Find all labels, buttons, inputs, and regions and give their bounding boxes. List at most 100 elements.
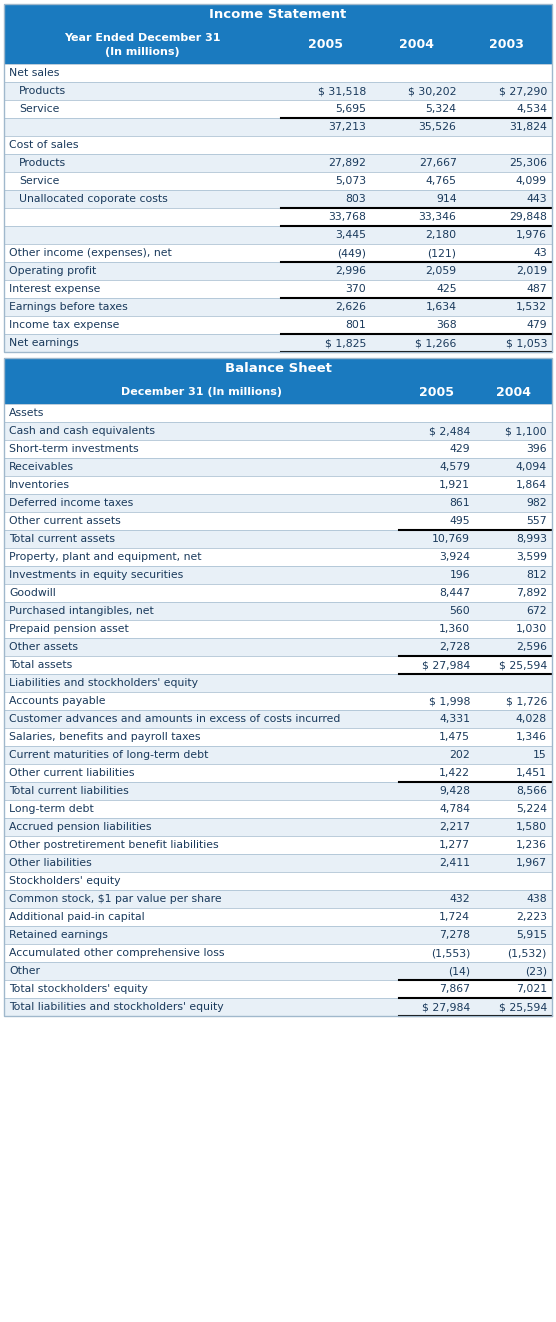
Text: Net sales: Net sales (9, 67, 59, 78)
Bar (4, 980, 552, 998)
Bar (4, 118, 552, 136)
Text: 4,534: 4,534 (516, 104, 547, 114)
Text: Other assets: Other assets (9, 642, 78, 652)
Text: 982: 982 (527, 498, 547, 508)
Text: December 31 (In millions): December 31 (In millions) (121, 387, 282, 397)
Text: $ 1,053: $ 1,053 (505, 338, 547, 348)
Bar (4, 530, 552, 549)
Text: 560: 560 (450, 605, 470, 616)
Bar (4, 245, 552, 262)
Text: $ 1,825: $ 1,825 (325, 338, 366, 348)
Text: 25,306: 25,306 (509, 159, 547, 168)
Bar (4, 153, 552, 172)
Bar (4, 316, 552, 334)
Bar (4, 998, 552, 1017)
Text: Customer advances and amounts in excess of costs incurred: Customer advances and amounts in excess … (9, 714, 340, 724)
Text: 1,346: 1,346 (516, 732, 547, 742)
Text: 7,278: 7,278 (439, 929, 470, 940)
Text: $ 27,984: $ 27,984 (422, 1002, 470, 1013)
Bar (4, 783, 552, 800)
Text: Current maturities of long-term debt: Current maturities of long-term debt (9, 750, 208, 760)
Text: 861: 861 (450, 498, 470, 508)
Text: Other liabilities: Other liabilities (9, 858, 92, 869)
Text: 914: 914 (436, 194, 456, 204)
Text: 443: 443 (527, 194, 547, 204)
Text: Other current liabilities: Other current liabilities (9, 768, 135, 779)
Bar (4, 457, 552, 476)
Text: Service: Service (19, 104, 59, 114)
Bar (4, 262, 552, 280)
Text: Products: Products (19, 86, 66, 97)
Text: (14): (14) (448, 966, 470, 976)
Text: (121): (121) (428, 249, 456, 258)
Text: 487: 487 (527, 284, 547, 293)
Text: 429: 429 (450, 444, 470, 453)
Text: 438: 438 (527, 894, 547, 904)
Text: 4,028: 4,028 (516, 714, 547, 724)
Text: 1,976: 1,976 (516, 230, 547, 241)
Text: 396: 396 (527, 444, 547, 453)
Text: 4,765: 4,765 (425, 176, 456, 186)
Text: Income Statement: Income Statement (210, 8, 346, 21)
Text: 5,324: 5,324 (425, 104, 456, 114)
Text: Net earnings: Net earnings (9, 338, 79, 348)
Text: 2005: 2005 (309, 38, 344, 52)
Bar (4, 172, 552, 190)
Text: Cash and cash equivalents: Cash and cash equivalents (9, 426, 155, 436)
Text: Unallocated coporate costs: Unallocated coporate costs (19, 194, 168, 204)
Text: 479: 479 (527, 320, 547, 330)
Bar (4, 226, 552, 245)
Text: Cost of sales: Cost of sales (9, 140, 78, 149)
Bar (4, 908, 552, 925)
Text: Salaries, benefits and payroll taxes: Salaries, benefits and payroll taxes (9, 732, 201, 742)
Text: 2,596: 2,596 (516, 642, 547, 652)
Text: $ 1,726: $ 1,726 (505, 695, 547, 706)
Text: Short-term investments: Short-term investments (9, 444, 138, 453)
Bar (4, 764, 552, 783)
Text: Total stockholders' equity: Total stockholders' equity (9, 984, 148, 994)
Text: Accounts payable: Accounts payable (9, 695, 106, 706)
Text: (1,532): (1,532) (508, 948, 547, 958)
Text: (449): (449) (337, 249, 366, 258)
Text: Income tax expense: Income tax expense (9, 320, 120, 330)
Text: (1,553): (1,553) (431, 948, 470, 958)
Bar (4, 566, 552, 584)
Text: 5,224: 5,224 (516, 804, 547, 814)
Bar (4, 549, 552, 566)
Bar (4, 297, 552, 316)
Bar (4, 422, 552, 440)
Text: 4,331: 4,331 (439, 714, 470, 724)
Text: 10,769: 10,769 (432, 534, 470, 543)
Text: Accrued pension liabilities: Accrued pension liabilities (9, 822, 151, 832)
Text: 37,213: 37,213 (328, 122, 366, 132)
Bar (4, 494, 552, 512)
Text: 370: 370 (345, 284, 366, 293)
Bar (4, 836, 552, 854)
Text: 27,667: 27,667 (419, 159, 456, 168)
Bar (4, 962, 552, 980)
Text: 2,180: 2,180 (425, 230, 456, 241)
Text: $ 1,100: $ 1,100 (505, 426, 547, 436)
Text: Stockholders' equity: Stockholders' equity (9, 876, 121, 886)
Text: 2,217: 2,217 (439, 822, 470, 832)
Bar (4, 4, 552, 352)
Text: Long-term debt: Long-term debt (9, 804, 94, 814)
Text: Prepaid pension asset: Prepaid pension asset (9, 624, 129, 635)
Text: 1,921: 1,921 (439, 480, 470, 490)
Text: 8,447: 8,447 (439, 588, 470, 598)
Text: 5,073: 5,073 (335, 176, 366, 186)
Text: 1,451: 1,451 (516, 768, 547, 779)
Text: 2,059: 2,059 (425, 266, 456, 276)
Text: 4,579: 4,579 (439, 461, 470, 472)
Bar (4, 710, 552, 728)
Text: 1,864: 1,864 (516, 480, 547, 490)
Bar (4, 512, 552, 530)
Bar (4, 358, 552, 1017)
Text: Other: Other (9, 966, 40, 976)
Bar (4, 925, 552, 944)
Text: 1,360: 1,360 (439, 624, 470, 635)
Bar (4, 358, 552, 379)
Text: Liabilities and stockholders' equity: Liabilities and stockholders' equity (9, 678, 198, 687)
Text: Service: Service (19, 176, 59, 186)
Bar (4, 602, 552, 620)
